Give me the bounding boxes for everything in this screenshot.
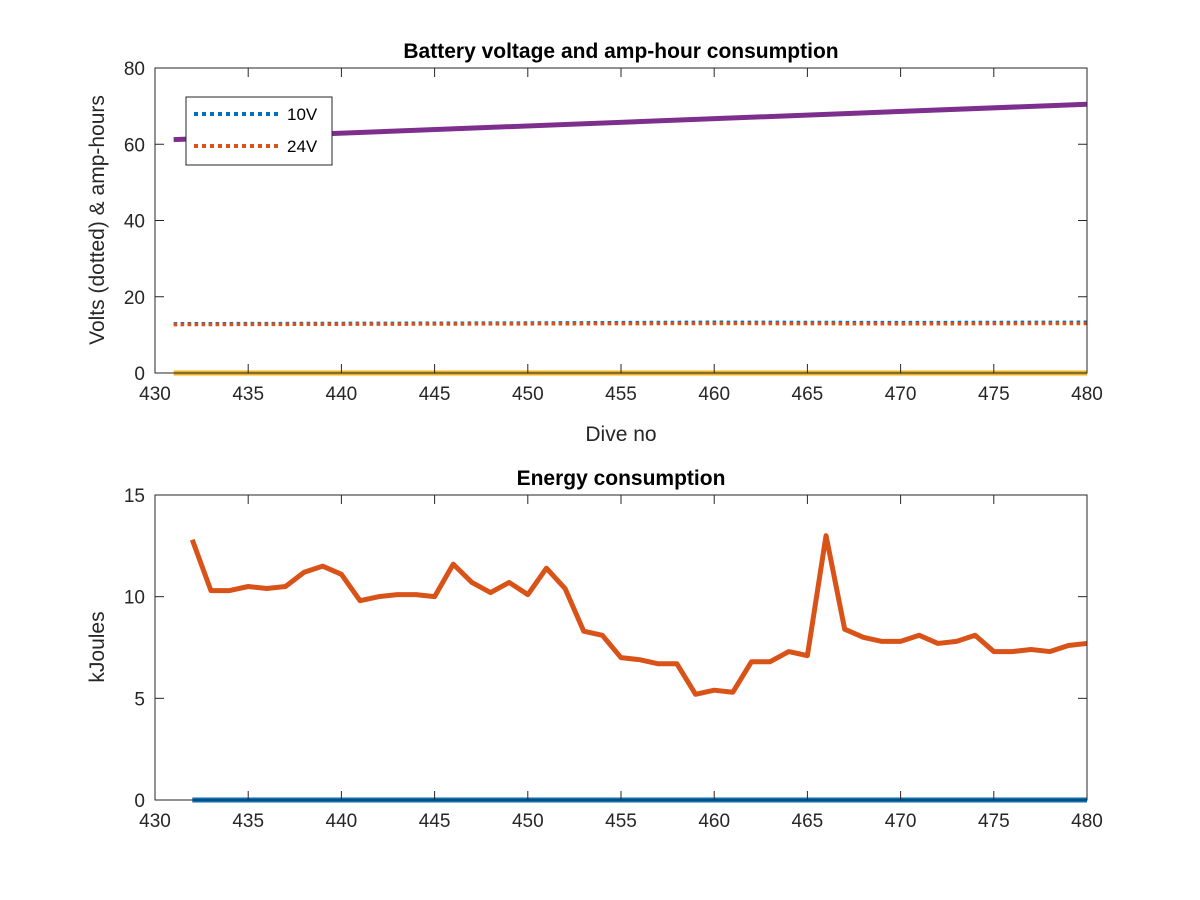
x-tick-label: 465 (792, 811, 824, 832)
x-tick-label: 475 (978, 384, 1010, 405)
y-tick-label: 20 (124, 288, 145, 309)
x-tick-label: 445 (419, 811, 451, 832)
x-tick-label: 435 (232, 384, 264, 405)
x-tick-label: 465 (792, 384, 824, 405)
x-tick-label: 440 (326, 384, 358, 405)
chart-title-battery: Battery voltage and amp-hour consumption (403, 40, 838, 63)
x-tick-label: 455 (605, 384, 637, 405)
legend-box (185, 96, 333, 166)
x-tick-label: 435 (232, 811, 264, 832)
y-tick-label: 0 (134, 791, 145, 812)
ticks-energy: 430 435 440 445 450 455 460 465 470 475 480 0 5 10 15 (124, 486, 1103, 832)
x-tick-label: 455 (605, 811, 637, 832)
subplot-battery: 430 435 440 445 450 455 460 465 470 475 480 0 20 40 60… (86, 40, 1103, 446)
y-tick-label: 5 (134, 689, 145, 710)
y-axis-label-energy: kJoules (86, 611, 109, 682)
x-tick-label: 430 (139, 384, 171, 405)
legend-label-10v: 10V (287, 105, 318, 124)
series-line-energy-0 (189, 533, 1088, 697)
y-axis-label-battery: Volts (dotted) & amp-hours (86, 95, 109, 345)
x-axis-label-battery: Dive no (585, 423, 656, 446)
x-tick-label: 440 (326, 811, 358, 832)
y-tick-label: 60 (124, 135, 145, 156)
y-tick-label: 40 (124, 212, 145, 233)
x-tick-label: 470 (885, 811, 917, 832)
y-tick-label: 80 (124, 59, 145, 80)
x-tick-label: 450 (512, 811, 544, 832)
y-tick-label: 10 (124, 588, 145, 609)
x-tick-label: 460 (698, 811, 730, 832)
legend-label-24v: 24V (287, 137, 318, 156)
subplot-energy: 430 435 440 445 450 455 460 465 470 475 480051015 … (86, 467, 1103, 832)
x-tick-label: 430 (139, 811, 171, 832)
x-tick-label: 450 (512, 384, 544, 405)
x-tick-label: 480 (1071, 384, 1103, 405)
chart-title-energy: Energy consumption (517, 467, 726, 490)
x-tick-label: 470 (885, 384, 917, 405)
x-tick-label: 460 (698, 384, 730, 405)
x-tick-label: 445 (419, 384, 451, 405)
x-tick-label: 480 (1071, 811, 1103, 832)
x-tick-label: 475 (978, 811, 1010, 832)
legend-battery: 10V 24V (185, 96, 333, 166)
y-tick-label: 15 (124, 486, 145, 507)
ticks-battery: 430 435 440 445 450 455 460 465 470 475 480 0 20 40 60… (124, 59, 1103, 405)
y-tick-label: 0 (134, 364, 145, 385)
series-line-battery-1 (173, 321, 1088, 327)
plot-area-energy (155, 495, 1087, 800)
